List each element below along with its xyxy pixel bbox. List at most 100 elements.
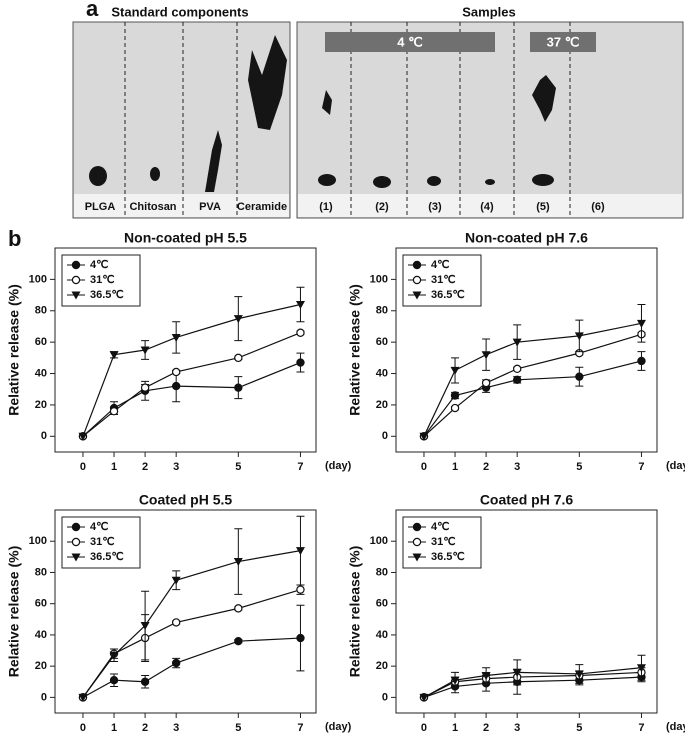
- series-line: [82, 550, 301, 698]
- legend-marker: [412, 275, 422, 285]
- point: [450, 391, 460, 400]
- point: [233, 315, 243, 324]
- panel-title: Standard components: [111, 4, 248, 19]
- x-tick-label: 3: [514, 722, 520, 734]
- legend-marker: [71, 553, 81, 562]
- legend-label: 31℃: [90, 274, 115, 286]
- point: [575, 372, 584, 381]
- series-line: [423, 333, 642, 437]
- y-tick-label: 60: [35, 336, 47, 348]
- y-tick-label: 80: [376, 305, 388, 317]
- legend-marker: [412, 291, 422, 300]
- legend-marker: [71, 522, 81, 532]
- panel-title: Samples: [462, 4, 515, 19]
- band-label: 4 ℃: [397, 34, 422, 49]
- plot-frame: [395, 509, 658, 714]
- point: [295, 300, 305, 309]
- chart-title: Coated pH 5.5: [139, 492, 233, 508]
- x-tick-label: 7: [638, 722, 644, 734]
- x-tick-label: 0: [80, 722, 86, 734]
- lane-label: Chitosan: [129, 201, 176, 213]
- y-tick-label: 80: [376, 566, 388, 578]
- legend-label: 31℃: [431, 536, 456, 548]
- point: [512, 364, 522, 374]
- point: [140, 622, 150, 631]
- y-tick-label: 20: [376, 660, 388, 672]
- lane-label: (4): [480, 201, 494, 213]
- x-tick-label: 7: [297, 722, 303, 734]
- panel-a: a Standard components Samples 4 ℃ 37: [72, 0, 684, 219]
- legend-marker: [71, 275, 81, 285]
- y-tick-label: 0: [382, 691, 388, 703]
- series-line: [423, 671, 642, 698]
- point: [636, 319, 646, 328]
- point: [450, 366, 460, 375]
- chart: Coated pH 7.6 Relative release (%) (day) 0 2…: [347, 492, 685, 734]
- spots: [89, 35, 556, 192]
- point: [140, 383, 150, 392]
- point: [171, 658, 181, 668]
- point: [512, 668, 522, 677]
- point: [234, 383, 243, 392]
- lane-label: (5): [536, 201, 550, 213]
- lane-label: (1): [319, 201, 333, 213]
- y-tick-label: 20: [376, 399, 388, 411]
- plot-frame: [54, 509, 317, 714]
- y-tick-label: 0: [41, 430, 47, 442]
- legend-marker: [412, 522, 422, 532]
- legend-label: 4℃: [431, 521, 449, 533]
- legend-marker: [71, 537, 81, 547]
- point: [296, 633, 305, 643]
- legend-label: 4℃: [90, 521, 108, 533]
- x-tick-label: 1: [452, 461, 458, 473]
- chart-title: Coated pH 7.6: [480, 492, 574, 508]
- legend-label: 36.5℃: [431, 289, 465, 301]
- x-unit: (day): [666, 721, 685, 733]
- y-tick-label: 40: [376, 367, 388, 379]
- x-tick-label: 1: [111, 461, 117, 473]
- x-unit: (day): [325, 460, 352, 472]
- plate-strip: [298, 194, 682, 217]
- x-tick-label: 3: [173, 461, 179, 473]
- y-tick-label: 20: [35, 660, 47, 672]
- point: [140, 677, 150, 686]
- point: [109, 407, 119, 416]
- point: [296, 585, 305, 594]
- y-tick-label: 60: [376, 336, 388, 348]
- y-tick-label: 100: [370, 273, 388, 285]
- y-tick-label: 0: [41, 691, 47, 703]
- chart: Non-coated pH 5.5 Relative release (%) (da…: [6, 230, 352, 473]
- y-tick-label: 100: [29, 273, 47, 285]
- point: [171, 381, 181, 391]
- series-line: [423, 667, 642, 698]
- y-tick-label: 20: [35, 399, 47, 411]
- point: [78, 432, 88, 441]
- lane-label: (2): [375, 201, 389, 213]
- legend-label: 31℃: [431, 274, 456, 286]
- point: [574, 670, 584, 679]
- legend-label: 4℃: [431, 259, 449, 271]
- x-tick-label: 2: [483, 461, 489, 473]
- y-tick-label: 40: [376, 629, 388, 641]
- x-unit: (day): [666, 460, 685, 472]
- point: [296, 358, 305, 367]
- y-tick-label: 80: [35, 305, 47, 317]
- chart-title: Non-coated pH 7.6: [465, 230, 588, 246]
- series-line: [423, 360, 642, 437]
- point: [481, 378, 491, 388]
- lane-label: (3): [428, 201, 442, 213]
- lane-label: Ceramide: [237, 201, 287, 213]
- y-tick-label: 80: [35, 566, 47, 578]
- lane-label: PLGA: [85, 201, 116, 213]
- point: [234, 353, 243, 363]
- point: [171, 333, 181, 342]
- point: [171, 367, 181, 377]
- panel-label: a: [86, 0, 99, 21]
- legend-marker: [412, 260, 422, 270]
- legend-marker: [412, 537, 422, 547]
- panel-label: b: [8, 226, 21, 251]
- y-axis-label: Relative release (%): [6, 284, 22, 416]
- y-tick-label: 60: [376, 598, 388, 610]
- legend-label: 31℃: [90, 536, 115, 548]
- x-tick-label: 0: [421, 722, 427, 734]
